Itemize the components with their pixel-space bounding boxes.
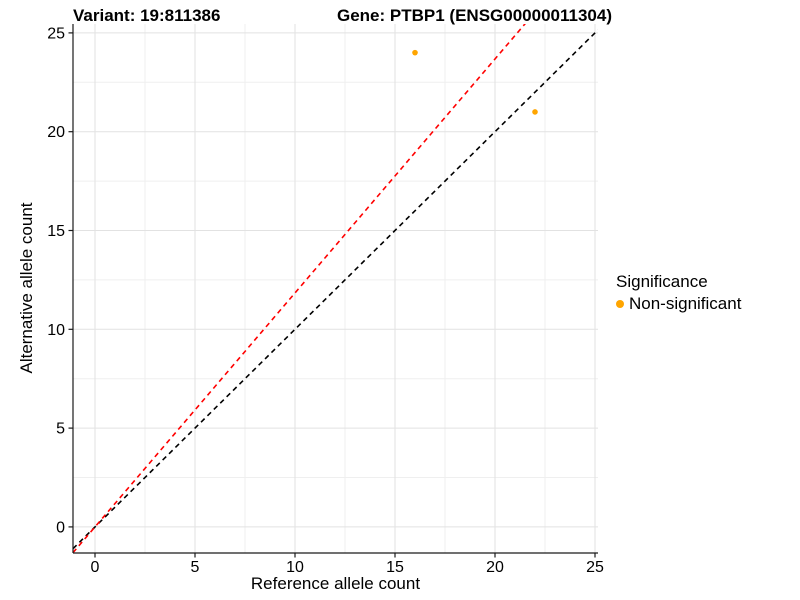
data-point (532, 109, 538, 115)
x-tick-label: 0 (91, 559, 100, 576)
y-tick-label: 15 (47, 223, 65, 240)
y-axis-title: Alternative allele count (17, 202, 36, 374)
legend-point-icon (616, 300, 624, 308)
data-point (412, 49, 418, 56)
axis-ticks (68, 32, 596, 558)
data-points (412, 49, 538, 115)
x-tick-label: 5 (191, 559, 200, 576)
y-tick-label: 25 (47, 25, 65, 42)
x-tick-label: 25 (586, 559, 604, 576)
legend-item-label: Non-significant (629, 294, 742, 313)
y-tick-label: 0 (56, 519, 65, 536)
reference-lines (73, 24, 598, 553)
y-tick-label: 10 (47, 322, 65, 339)
legend-title: Significance (616, 272, 708, 291)
x-axis-title: Reference allele count (250, 574, 421, 593)
y-tick-label: 20 (47, 124, 65, 141)
gridlines-minor (73, 24, 598, 553)
axis-tick-labels: 0 5 10 15 20 25 0 5 10 15 20 25 (47, 25, 604, 576)
gridlines-major (73, 24, 598, 553)
y-tick-label: 5 (56, 421, 65, 438)
x-tick-label: 20 (486, 559, 504, 576)
x-tick-label: 10 (286, 559, 304, 576)
identity-line (73, 29, 598, 550)
plot-title-gene: Gene: PTBP1 (ENSG00000011304) (337, 6, 612, 25)
x-tick-label: 15 (386, 559, 404, 576)
plot-title-variant: Variant: 19:811386 (73, 6, 221, 25)
legend: Significance Non-significant (616, 272, 741, 314)
legend-item: Non-significant (616, 294, 741, 314)
